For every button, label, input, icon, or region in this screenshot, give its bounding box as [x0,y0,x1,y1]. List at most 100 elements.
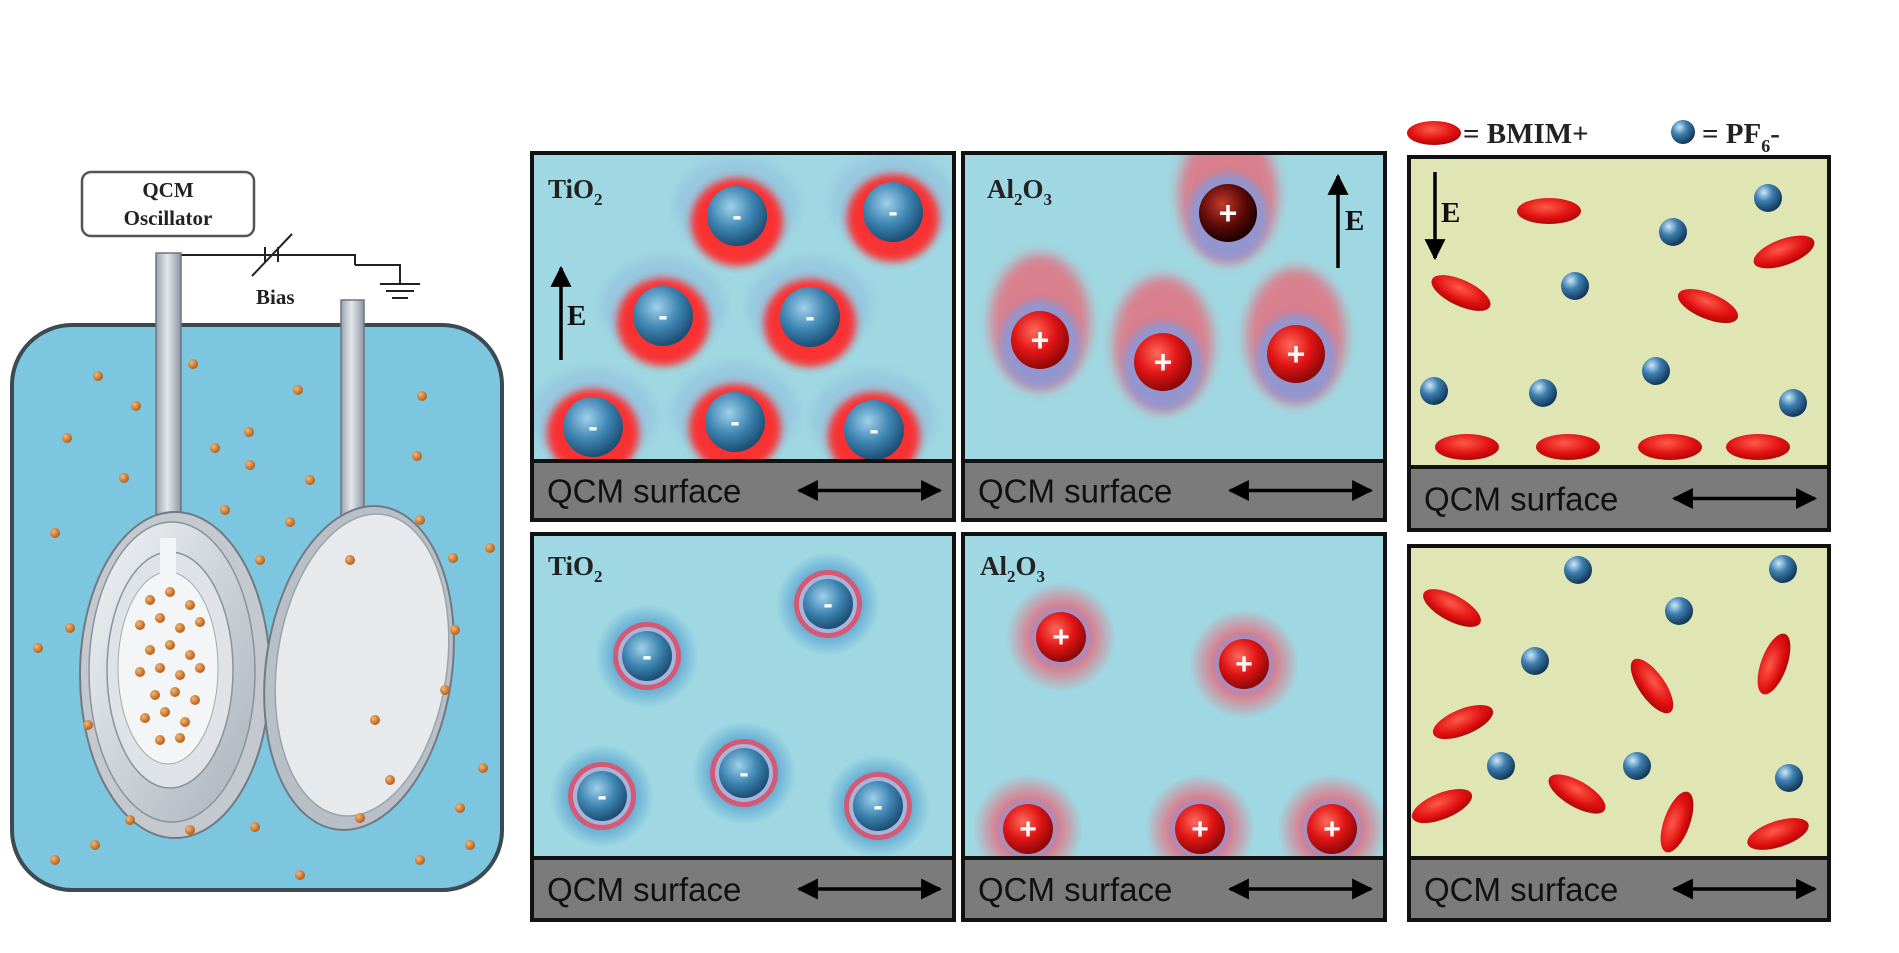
particle [485,543,495,553]
legend: = BMIM+ = PF6- [1407,118,1780,156]
adsorbed-particles [135,587,205,745]
counter-electrode-disc [263,505,455,831]
pf6-anion [1775,764,1803,792]
svg-text:-: - [642,640,651,671]
anion: - [776,552,880,656]
svg-text:-: - [732,200,741,231]
il-top-ions [1420,184,1815,460]
field-arrow-al2o3-top: E [1327,173,1364,268]
cation: + [1006,582,1116,692]
anion: - [831,155,952,262]
adsorbed-particle [145,595,155,605]
svg-text:+: + [1235,648,1253,681]
bmim-cation [1548,774,1606,814]
anion: - [675,158,799,266]
oscillator-label-line1: QCM [142,178,194,202]
particle [415,855,425,865]
cation: + [990,254,1090,390]
pf6-anion [1779,389,1807,417]
tio2-bottom-anions: - - - - - [550,552,930,856]
qcm-surface-bar: QCM surface [961,856,1387,922]
particle [385,775,395,785]
cation: + [973,774,1083,856]
cation: + [1246,268,1346,404]
qcm-surface-label: QCM surface [1424,871,1618,908]
adsorbed-particle [140,713,150,723]
anion: - [534,369,655,460]
pf6-anion [1521,647,1549,675]
adsorbed-particle [145,645,155,655]
tio2-top-anions: - - - - - - - [534,155,952,460]
svg-text:-: - [658,300,667,331]
bias-capacitor-slash [251,233,293,277]
svg-text:-: - [597,780,606,811]
bmim-cation [1517,198,1581,224]
particle [293,385,303,395]
oscillator-label-line2: Oscillator [124,206,213,230]
svg-text:+: + [1019,813,1037,846]
particle [188,359,198,369]
cation: + [1189,609,1299,719]
bias-label: Bias [256,285,295,309]
particle [295,870,305,880]
bmim-cation [1431,275,1491,311]
svg-text:E: E [1441,197,1460,229]
adsorbed-particle [165,587,175,597]
adsorbed-particle [175,623,185,633]
particle [50,855,60,865]
particle [93,371,103,381]
bmim-cation [1726,434,1790,460]
adsorbed-particle [155,613,165,623]
adsorbed-particle [160,707,170,717]
adsorbed-particle [150,690,160,700]
particle [250,822,260,832]
pf6-anion [1665,597,1693,625]
anion: - [812,372,936,460]
particle [50,528,60,538]
panel-title-al2o3-bottom: Al2O3 [980,551,1045,586]
svg-text:+: + [1154,344,1173,380]
particle [285,517,295,527]
field-arrow-il-top: E [1424,172,1460,261]
adsorbed-particle [135,620,145,630]
pf6-anion [1420,377,1448,405]
pf6-anion [1754,184,1782,212]
svg-text:-: - [805,301,814,332]
svg-text:-: - [588,411,597,442]
qcm-surface-label: QCM surface [547,473,741,510]
adsorbed-particle [155,663,165,673]
svg-text:-: - [739,757,748,788]
bmim-cation [1753,235,1815,269]
particle [478,763,488,773]
adsorbed-particle [195,663,205,673]
pf6-anion [1561,272,1589,300]
bmim-legend-label: = BMIM+ [1463,118,1589,150]
particle [244,427,254,437]
particle [125,815,135,825]
bias-wire [178,254,401,278]
particle [450,625,460,635]
qcm-surface-label: QCM surface [978,473,1172,510]
il-bottom-ions [1411,555,1809,853]
pf6-anion [1623,752,1651,780]
particle [33,643,43,653]
qcm-surface-label: QCM surface [978,871,1172,908]
adsorbed-particle [185,600,195,610]
bmim-cation [1757,633,1791,695]
particle [345,555,355,565]
ground-icon [380,278,420,299]
adsorbed-particle [180,717,190,727]
bmim-cation [1432,705,1494,739]
anion: - [826,754,930,856]
pf6-anion [1529,379,1557,407]
bmim-cation [1638,434,1702,460]
svg-text:+: + [1052,621,1070,654]
particle [83,720,93,730]
anion: - [601,258,725,366]
bmim-cation [1747,818,1809,850]
cation: + [1277,774,1383,856]
svg-text:+: + [1191,813,1209,846]
anion: - [550,744,654,848]
qcm-surface-bar: QCM surface [1407,856,1831,922]
cation: + [1113,276,1213,412]
